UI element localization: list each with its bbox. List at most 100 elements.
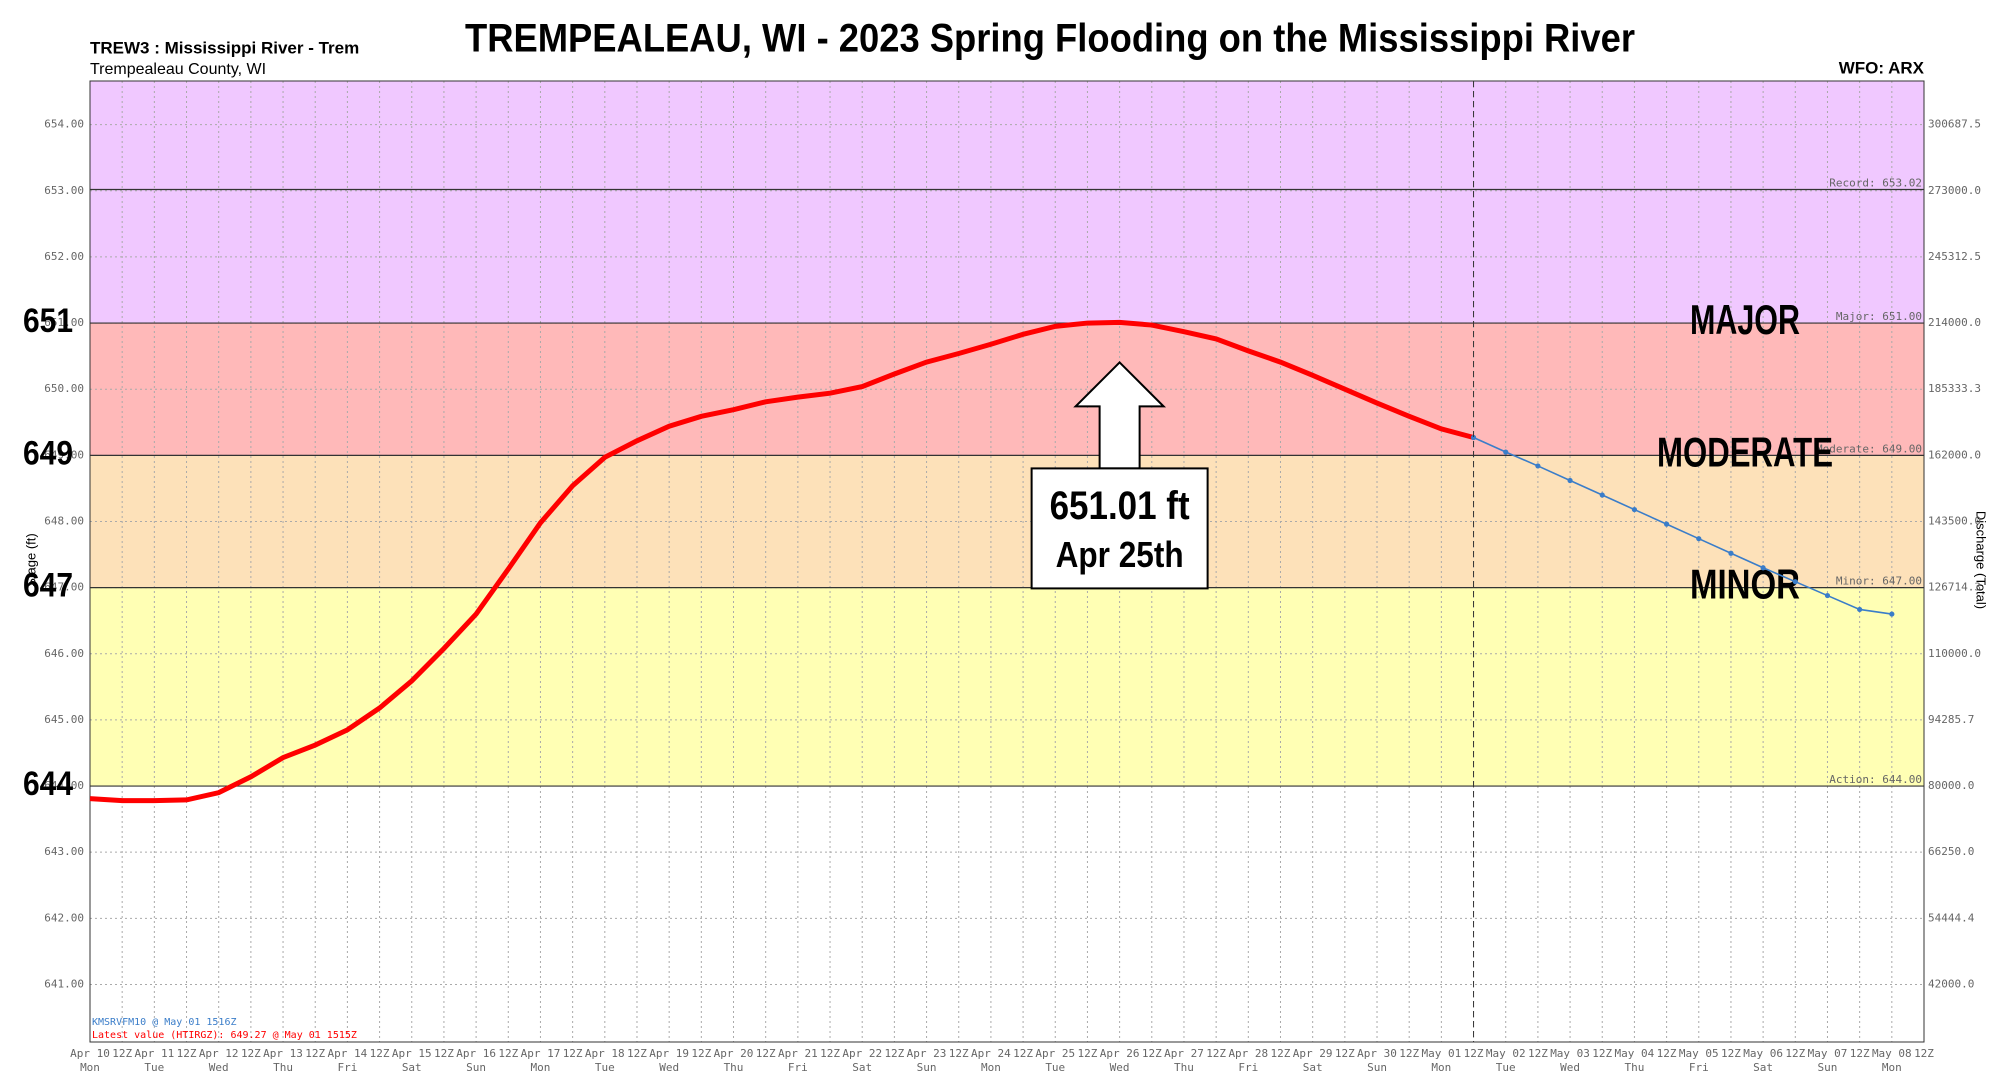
x-tick-label: 12Z bbox=[305, 1047, 325, 1060]
x-weekday-label: Sun bbox=[1818, 1061, 1838, 1074]
forecast-point bbox=[1599, 492, 1605, 498]
x-tick-label: 12Z bbox=[884, 1047, 904, 1060]
x-tick-label: 12Z bbox=[820, 1047, 840, 1060]
threshold-label: Major: 651.00 bbox=[1836, 310, 1922, 323]
x-weekday-label: Tue bbox=[595, 1061, 615, 1074]
x-tick-label: Apr 13 bbox=[263, 1047, 303, 1060]
x-tick-label: Apr 14 bbox=[328, 1047, 368, 1060]
county: Trempealeau County, WI bbox=[90, 61, 266, 78]
forecast-point bbox=[1567, 477, 1573, 484]
x-weekday-label: Sat bbox=[1753, 1061, 1773, 1074]
x-tick-label: May 07 bbox=[1808, 1047, 1848, 1060]
x-weekday-label: Mon bbox=[1431, 1061, 1451, 1074]
x-tick-label: 12Z bbox=[1592, 1047, 1612, 1060]
x-tick-label: 12Z bbox=[1657, 1047, 1677, 1060]
x-weekday-label: Tue bbox=[144, 1061, 164, 1074]
x-weekday-label: Mon bbox=[981, 1061, 1001, 1074]
x-tick-label: May 05 bbox=[1679, 1047, 1719, 1060]
series-line bbox=[1473, 436, 1892, 615]
forecast-point bbox=[1696, 536, 1702, 542]
y-axis-label: Stage (ft) bbox=[23, 533, 38, 586]
x-tick-label: Apr 11 bbox=[134, 1047, 174, 1060]
x-tick-label: Apr 10 bbox=[70, 1047, 110, 1060]
y-tick-label: 641.00 bbox=[44, 977, 84, 990]
x-tick-label: Apr 21 bbox=[778, 1047, 818, 1060]
office: WFO: ARX bbox=[1839, 58, 1925, 77]
footnote: KMSRVFM10 @ May 01 1516Z bbox=[92, 1017, 237, 1028]
forecast-point bbox=[1889, 611, 1895, 617]
category-label: MAJOR bbox=[1690, 296, 1800, 343]
threshold-label: Minor: 647.00 bbox=[1836, 575, 1922, 588]
y-tick-label: 649.00 bbox=[44, 448, 84, 461]
y2-tick-label: 94285.7 bbox=[1928, 713, 1974, 726]
x-tick-label: 12Z bbox=[434, 1047, 454, 1060]
x-tick-label: 12Z bbox=[756, 1047, 776, 1060]
x-tick-label: 12Z bbox=[498, 1047, 518, 1060]
x-weekday-label: Fri bbox=[337, 1061, 357, 1074]
x-tick-label: Apr 20 bbox=[714, 1047, 754, 1060]
x-tick-label: 12Z bbox=[112, 1047, 132, 1060]
y-tick-label: 647.00 bbox=[44, 581, 84, 594]
x-tick-label: 12Z bbox=[691, 1047, 711, 1060]
y2-tick-label: 54444.4 bbox=[1928, 911, 1975, 924]
x-tick-label: Apr 18 bbox=[585, 1047, 625, 1060]
x-tick-label: 12Z bbox=[1914, 1047, 1934, 1060]
forecast-point bbox=[1503, 449, 1509, 455]
x-tick-label: 12Z bbox=[370, 1047, 390, 1060]
x-weekday-label: Wed bbox=[209, 1061, 229, 1074]
forecast-point bbox=[1663, 521, 1670, 527]
y2-tick-label: 273000.0 bbox=[1928, 184, 1981, 197]
footnote: Latest value (HTIRGZ): 649.27 @ May 01 1… bbox=[92, 1030, 357, 1041]
y-tick-label: 650.00 bbox=[44, 382, 84, 395]
x-weekday-label: Wed bbox=[1560, 1061, 1580, 1074]
x-tick-label: Apr 12 bbox=[199, 1047, 239, 1060]
stage-label: 647 bbox=[23, 567, 73, 605]
forecast-point bbox=[1760, 565, 1766, 571]
x-tick-label: Apr 19 bbox=[649, 1047, 689, 1060]
threshold-label: Moderate: 649.00 bbox=[1816, 442, 1922, 455]
y-tick-label: 653.00 bbox=[44, 184, 84, 197]
y-tick-label: 646.00 bbox=[44, 647, 84, 660]
y-tick-label: 651.00 bbox=[44, 316, 84, 329]
x-weekday-label: Fri bbox=[788, 1061, 808, 1074]
x-weekday-label: Sat bbox=[852, 1061, 872, 1074]
x-tick-label: Apr 30 bbox=[1357, 1047, 1397, 1060]
x-weekday-label: Sat bbox=[402, 1061, 422, 1074]
y2-tick-label: 185333.3 bbox=[1928, 382, 1981, 395]
x-tick-label: Apr 15 bbox=[392, 1047, 432, 1060]
x-tick-label: Apr 24 bbox=[971, 1047, 1011, 1060]
x-tick-label: May 08 bbox=[1872, 1047, 1912, 1060]
crest-box bbox=[1030, 467, 1209, 590]
x-weekday-label: Fri bbox=[1238, 1061, 1258, 1074]
category-label: MINOR bbox=[1690, 561, 1800, 608]
x-weekday-label: Thu bbox=[273, 1061, 293, 1074]
y2-tick-label: 300687.5 bbox=[1928, 118, 1981, 131]
x-tick-label: May 02 bbox=[1486, 1047, 1526, 1060]
x-weekday-label: Mon bbox=[80, 1061, 100, 1074]
y-tick-label: 645.00 bbox=[44, 713, 84, 726]
x-tick-label: 12Z bbox=[1335, 1047, 1355, 1060]
x-tick-label: Apr 22 bbox=[842, 1047, 882, 1060]
x-tick-label: 12Z bbox=[1850, 1047, 1870, 1060]
crest-date: Apr 25th bbox=[1056, 534, 1184, 575]
y2-tick-label: 126714.3 bbox=[1928, 581, 1981, 594]
y2-tick-label: 143500.0 bbox=[1928, 514, 1981, 527]
forecast-point bbox=[1535, 463, 1541, 469]
y2-tick-label: 110000.0 bbox=[1928, 647, 1981, 660]
y-tick-label: 652.00 bbox=[44, 250, 84, 263]
y2-tick-label: 245312.5 bbox=[1928, 250, 1981, 263]
x-tick-label: May 06 bbox=[1743, 1047, 1783, 1060]
x-tick-label: 12Z bbox=[1464, 1047, 1484, 1060]
y-tick-label: 642.00 bbox=[44, 911, 84, 924]
x-tick-label: Apr 25 bbox=[1035, 1047, 1075, 1060]
y-tick-label: 644.00 bbox=[44, 779, 84, 792]
x-weekday-label: Wed bbox=[1110, 1061, 1130, 1074]
forecast-point bbox=[1631, 506, 1638, 513]
x-tick-label: 12Z bbox=[1206, 1047, 1226, 1060]
chart-title: TREMPEALEAU, WI - 2023 Spring Flooding o… bbox=[465, 17, 1635, 61]
y2-tick-label: 80000.0 bbox=[1928, 779, 1974, 792]
x-tick-label: Apr 27 bbox=[1164, 1047, 1204, 1060]
category-label: MODERATE bbox=[1657, 428, 1833, 475]
x-weekday-label: Tue bbox=[1496, 1061, 1516, 1074]
